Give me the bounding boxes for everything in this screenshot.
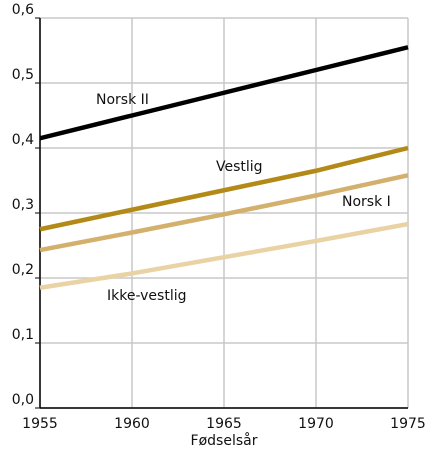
series-label: Ikke-vestlig — [107, 288, 186, 304]
y-tick-label: 0,1 — [12, 327, 34, 343]
series-line — [39, 221, 409, 290]
series-line — [39, 145, 409, 232]
x-tick-label: 1970 — [298, 416, 334, 432]
series-label: Vestlig — [216, 159, 263, 175]
y-tick-label: 0,0 — [12, 392, 34, 408]
x-tick-label: 1955 — [22, 416, 58, 432]
y-tick-label: 0,3 — [12, 197, 34, 213]
x-tick-label: 1965 — [206, 416, 242, 432]
series-label: Norsk I — [342, 194, 391, 210]
x-axis-label: Fødselsår — [191, 432, 258, 449]
y-tick-label: 0,5 — [12, 67, 34, 83]
y-tick-label: 0,6 — [12, 2, 34, 18]
series-label: Norsk II — [96, 92, 149, 108]
series-line — [39, 45, 409, 141]
x-tick-label: 1975 — [390, 416, 426, 432]
y-tick-label: 0,2 — [12, 262, 34, 278]
series-line — [39, 173, 409, 253]
y-tick-label: 0,4 — [12, 132, 34, 148]
x-tick-label: 1960 — [114, 416, 150, 432]
